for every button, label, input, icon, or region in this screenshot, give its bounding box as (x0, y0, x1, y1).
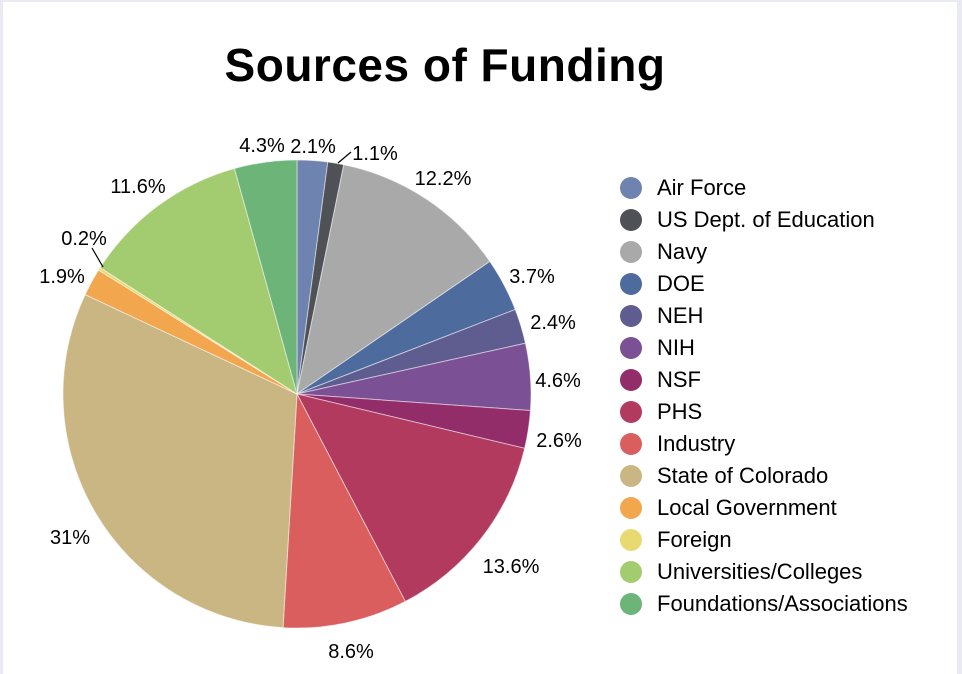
legend-swatch-icon (620, 273, 642, 295)
legend-item-label: State of Colorado (657, 463, 829, 488)
legend-swatch-icon (620, 305, 642, 327)
legend-item: Industry (620, 428, 908, 460)
legend-swatch-icon (620, 497, 642, 519)
slice-percent-label: 3.7% (509, 266, 555, 288)
slice-percent-label: 0.2% (61, 228, 107, 250)
legend-swatch-icon (620, 561, 642, 583)
slice-percent-label: 4.6% (535, 370, 581, 392)
legend-item-label: Foundations/Associations (657, 591, 908, 616)
pie-slice (62, 293, 298, 629)
legend-swatch-icon (620, 593, 642, 615)
legend-swatch-icon (620, 369, 642, 391)
pie-slice (99, 167, 298, 396)
legend-item: DOE (620, 268, 908, 300)
slice-percent-label: 4.3% (239, 135, 285, 157)
legend-item-label: Air Force (657, 175, 747, 200)
legend-item: US Dept. of Education (620, 204, 908, 236)
slice-percent-label: 11.6% (110, 176, 165, 198)
slice-percent-label: 13.6% (483, 556, 540, 578)
label-leader-line (337, 151, 352, 164)
chart-canvas: Sources of Funding 2.1% 1.1% 12.2% 3.7% 2.4%… (3, 2, 957, 674)
label-leader-line (91, 247, 104, 268)
legend-item: NIH (620, 332, 908, 364)
legend-item-label: Universities/Colleges (657, 559, 863, 584)
legend-swatch-icon (620, 209, 642, 231)
pie-slice (296, 164, 491, 396)
legend-item-label: Navy (657, 239, 708, 264)
legend-item-label: NSF (657, 367, 701, 392)
slice-percent-label: 1.9% (39, 266, 85, 288)
legend-item: Foreign (620, 524, 908, 556)
legend-item-label: DOE (657, 271, 705, 296)
pie-slice (233, 159, 298, 395)
legend-swatch-icon (620, 177, 642, 199)
slice-percent-label: 2.6% (536, 430, 582, 452)
legend-item: Air Force (620, 172, 908, 204)
legend-item-label: Industry (657, 431, 736, 456)
legend-item: NEH (620, 300, 908, 332)
pie-slice (296, 393, 526, 603)
legend-swatch-icon (620, 433, 642, 455)
legend-swatch-icon (620, 337, 642, 359)
slice-percent-label: 2.4% (530, 312, 576, 334)
legend-swatch-icon (620, 529, 642, 551)
legend-item-label: Local Government (657, 495, 837, 520)
chart-title: Sources of Funding (224, 39, 666, 91)
legend: Air Force US Dept. of Education Navy DOE NEH… (620, 172, 908, 620)
slice-percent-label: 1.1% (352, 143, 398, 165)
legend-item-label: NEH (657, 303, 704, 328)
legend-item: NSF (620, 364, 908, 396)
legend-item: Navy (620, 236, 908, 268)
legend-item-label: NIH (657, 335, 695, 360)
pie-slice (282, 392, 406, 629)
legend-item: State of Colorado (620, 460, 908, 492)
legend-item: Local Government (620, 492, 908, 524)
legend-item-label: PHS (657, 399, 703, 424)
legend-item-label: Foreign (657, 527, 732, 552)
slice-percent-label: 12.2% (415, 168, 472, 190)
legend-item: Universities/Colleges (620, 556, 908, 588)
legend-swatch-icon (620, 465, 642, 487)
legend-item: Foundations/Associations (620, 588, 908, 620)
legend-swatch-icon (620, 241, 642, 263)
legend-item-label: US Dept. of Education (657, 207, 875, 232)
slice-percent-label: 31% (50, 527, 90, 549)
legend-swatch-icon (620, 401, 642, 423)
slice-percent-label: 8.6% (328, 641, 374, 663)
legend-item: PHS (620, 396, 908, 428)
slice-percent-label: 2.1% (290, 136, 336, 158)
